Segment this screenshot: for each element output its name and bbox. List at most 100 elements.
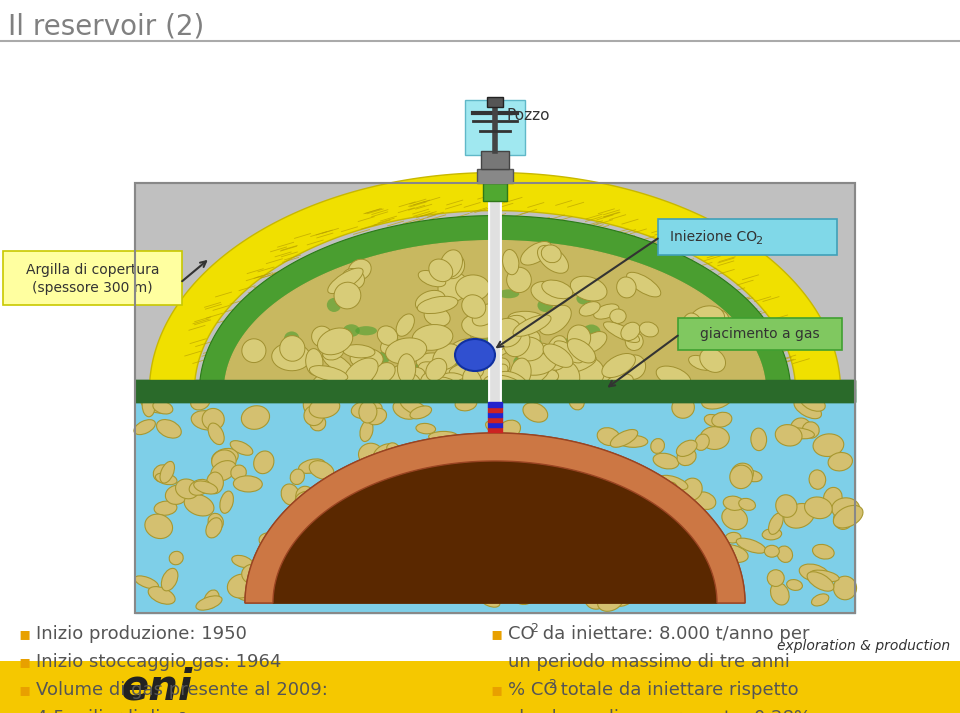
Ellipse shape: [397, 354, 416, 384]
Ellipse shape: [455, 471, 472, 483]
Polygon shape: [245, 433, 745, 603]
Ellipse shape: [567, 339, 595, 363]
Ellipse shape: [444, 357, 461, 374]
Ellipse shape: [436, 361, 458, 384]
Ellipse shape: [831, 498, 859, 520]
Ellipse shape: [208, 513, 224, 530]
Ellipse shape: [416, 290, 445, 312]
Ellipse shape: [581, 362, 591, 380]
Ellipse shape: [521, 518, 539, 540]
Text: 2: 2: [548, 678, 556, 691]
Text: % CO: % CO: [508, 681, 558, 699]
Ellipse shape: [455, 339, 495, 371]
Ellipse shape: [393, 536, 420, 554]
Ellipse shape: [424, 307, 450, 327]
Ellipse shape: [503, 334, 522, 351]
Ellipse shape: [418, 297, 458, 314]
Ellipse shape: [813, 434, 844, 456]
Ellipse shape: [660, 476, 688, 490]
Ellipse shape: [462, 294, 486, 318]
Ellipse shape: [600, 480, 613, 495]
Ellipse shape: [449, 533, 468, 553]
Ellipse shape: [351, 401, 382, 419]
Ellipse shape: [380, 460, 405, 472]
Ellipse shape: [380, 338, 397, 354]
Polygon shape: [135, 380, 855, 402]
Ellipse shape: [309, 397, 340, 418]
Ellipse shape: [304, 406, 324, 426]
Ellipse shape: [326, 558, 348, 579]
Ellipse shape: [358, 443, 383, 466]
Ellipse shape: [449, 361, 488, 376]
Ellipse shape: [518, 449, 541, 466]
Ellipse shape: [538, 299, 553, 312]
Ellipse shape: [511, 370, 548, 400]
Ellipse shape: [686, 553, 708, 572]
Ellipse shape: [160, 461, 175, 483]
Ellipse shape: [441, 352, 459, 360]
Ellipse shape: [515, 361, 533, 369]
Ellipse shape: [569, 393, 585, 410]
Ellipse shape: [652, 482, 676, 498]
Ellipse shape: [498, 420, 520, 438]
Ellipse shape: [326, 298, 341, 312]
Ellipse shape: [299, 459, 325, 473]
Ellipse shape: [700, 348, 726, 372]
Ellipse shape: [627, 483, 645, 505]
Ellipse shape: [776, 495, 797, 518]
Text: Inizio produzione: 1950: Inizio produzione: 1950: [36, 625, 247, 643]
Ellipse shape: [677, 448, 696, 466]
Ellipse shape: [231, 555, 252, 568]
Ellipse shape: [468, 512, 486, 524]
Ellipse shape: [527, 355, 552, 379]
Ellipse shape: [429, 550, 444, 565]
Ellipse shape: [584, 366, 617, 389]
Ellipse shape: [204, 590, 219, 609]
Ellipse shape: [824, 488, 842, 508]
Ellipse shape: [599, 530, 621, 548]
Ellipse shape: [355, 326, 377, 335]
Ellipse shape: [405, 463, 426, 481]
Ellipse shape: [810, 570, 839, 582]
Ellipse shape: [242, 564, 268, 585]
Ellipse shape: [570, 276, 607, 301]
Ellipse shape: [241, 406, 270, 429]
Ellipse shape: [627, 272, 660, 297]
Ellipse shape: [309, 461, 334, 479]
Ellipse shape: [688, 355, 713, 370]
Ellipse shape: [702, 309, 729, 332]
Ellipse shape: [312, 326, 332, 347]
Ellipse shape: [429, 259, 453, 282]
Ellipse shape: [525, 458, 542, 478]
Ellipse shape: [357, 488, 381, 506]
Polygon shape: [488, 417, 502, 422]
Ellipse shape: [778, 546, 793, 563]
Ellipse shape: [134, 576, 158, 589]
Ellipse shape: [695, 434, 709, 451]
Ellipse shape: [519, 364, 548, 394]
Ellipse shape: [516, 372, 540, 379]
Ellipse shape: [828, 453, 852, 471]
Ellipse shape: [484, 375, 521, 393]
Ellipse shape: [585, 586, 608, 609]
Ellipse shape: [148, 587, 175, 604]
Ellipse shape: [804, 497, 832, 518]
Ellipse shape: [429, 431, 458, 441]
FancyBboxPatch shape: [658, 219, 837, 255]
Ellipse shape: [800, 394, 826, 411]
Ellipse shape: [334, 282, 361, 309]
Ellipse shape: [362, 508, 393, 533]
Ellipse shape: [812, 545, 834, 559]
Ellipse shape: [564, 558, 580, 579]
Text: Volume di gas presente al 2009:: Volume di gas presente al 2009:: [36, 681, 328, 699]
Text: Inizio stoccaggio gas: 1964: Inizio stoccaggio gas: 1964: [36, 653, 281, 671]
Ellipse shape: [736, 538, 766, 553]
Ellipse shape: [790, 418, 811, 438]
Polygon shape: [135, 389, 855, 613]
Ellipse shape: [479, 350, 492, 366]
Ellipse shape: [517, 354, 556, 375]
Ellipse shape: [390, 364, 418, 393]
Ellipse shape: [605, 374, 634, 391]
Ellipse shape: [481, 498, 496, 515]
FancyBboxPatch shape: [678, 318, 842, 350]
